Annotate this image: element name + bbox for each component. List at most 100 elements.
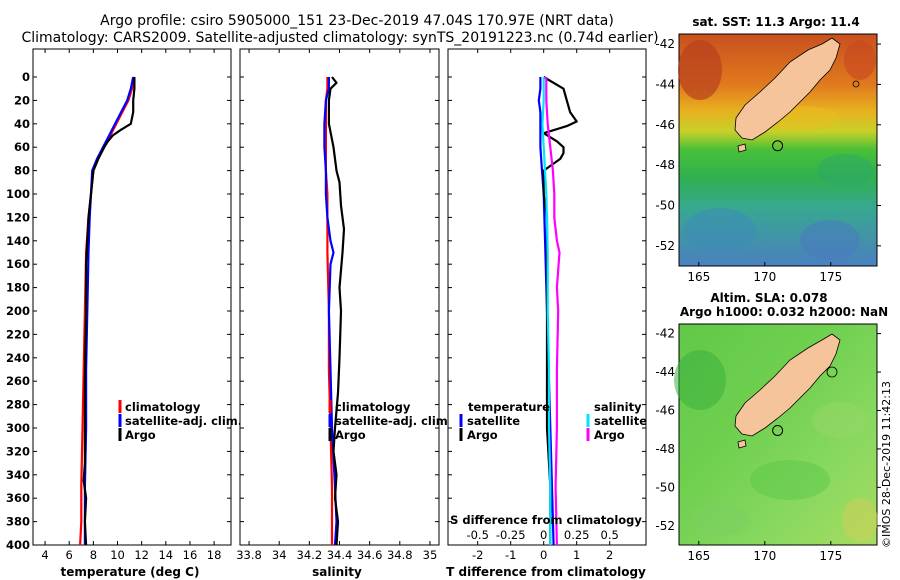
depth-tick-label: 340 [6, 468, 30, 482]
stewart-island [737, 439, 747, 449]
map-x-tick-label: 170 [753, 549, 776, 563]
map-y-tick-label: -46 [655, 403, 675, 417]
new-zealand-south-island [734, 333, 841, 437]
x-tick-label: 1 [573, 548, 580, 562]
map-y-tick-label: -42 [655, 327, 675, 341]
series-line-salinity-satellite [541, 77, 552, 545]
depth-tick-label: 80 [14, 164, 30, 178]
legend-s-argo: Argo [594, 428, 625, 442]
depth-tick-label: 200 [6, 304, 30, 318]
salinity-legend: climatology satellite-adj. clim. Argo [328, 400, 452, 442]
s-tick-label: -0.25 [496, 528, 526, 542]
chatham-rise-contour [852, 80, 860, 88]
x-tick-label: 34.4 [327, 548, 353, 562]
temperature-xlabel: temperature (deg C) [61, 565, 200, 579]
difference-x-axis: -2 -1 0 1 2 [472, 49, 613, 562]
map-y-tick-label: -52 [655, 239, 675, 253]
depth-tick-label: 180 [6, 281, 30, 295]
legend-t-satellite: satellite [467, 414, 520, 428]
temperature-series [79, 76, 136, 546]
x-tick-label: 4 [41, 548, 48, 562]
x-tick-label: 18 [207, 548, 222, 562]
x-tick-label: 35 [423, 548, 438, 562]
map-y-tick-label: -42 [655, 37, 675, 51]
x-tick-label: 6 [66, 548, 73, 562]
legend-argo: Argo [125, 428, 156, 442]
sla-map-panel: Altim. SLA: 0.078 Argo h1000: 0.032 h200… [655, 291, 888, 563]
depth-tick-label: 320 [6, 444, 30, 458]
salinity-panel: 33.8 34 34.2 34.4 34.6 34.8 35 salinity climat… [236, 48, 452, 579]
argo-location-marker [772, 140, 784, 152]
legend-t-argo: Argo [467, 428, 498, 442]
series-line-temperature-argo [542, 76, 578, 545]
map-x-tick-label: 175 [819, 270, 842, 284]
x-tick-label: 12 [134, 548, 149, 562]
x-tick-label: 34 [272, 548, 287, 562]
sla-patches [674, 350, 878, 542]
sla-map-title: Altim. SLA: 0.078 [710, 291, 827, 305]
x-tick-label: 33.8 [236, 548, 262, 562]
salinity-axes-frame [239, 48, 440, 546]
legend-satellite-adj: satellite-adj. clim. [335, 414, 452, 428]
temperature-x-axis: 4 6 8 10 12 14 16 18 [41, 49, 221, 562]
difference-y-ticks [448, 76, 646, 546]
x-tick-label: 34.2 [297, 548, 323, 562]
x-tick-label: -1 [505, 548, 516, 562]
legend-climatology: climatology [125, 400, 201, 414]
x-tick-label: 2 [606, 548, 613, 562]
legend-s-satellite: satellite [594, 414, 647, 428]
map-x-tick-label: 165 [687, 549, 710, 563]
depth-tick-label: 40 [14, 117, 30, 131]
depth-tick-label: 100 [6, 187, 30, 201]
figure-title: Argo profile: csiro 5905000_151 23-Dec-2… [100, 13, 614, 29]
legend-satellite-adj: satellite-adj. clim. [125, 414, 242, 428]
depth-tick-label: 400 [6, 538, 30, 552]
map-y-tick-label: -44 [655, 365, 675, 379]
figure-subtitle: Climatology: CARS2009. Satellite-adjuste… [21, 30, 658, 46]
x-tick-label: 10 [110, 548, 125, 562]
salinity-y-ticks [240, 76, 439, 546]
sst-map-axes: 165 170 175 -42 -44 -46 -48 -50 -52 [655, 37, 881, 284]
x-tick-label: 14 [158, 548, 173, 562]
s-tick-label: 0.25 [564, 528, 590, 542]
map-y-tick-label: -46 [655, 118, 675, 132]
eddy-contour [826, 366, 838, 378]
t-difference-xlabel: T difference from climatology [446, 565, 646, 579]
map-y-tick-label: -48 [655, 442, 675, 456]
series-line-argo [82, 77, 136, 546]
depth-tick-label: 20 [14, 93, 30, 107]
s-difference-xlabel: S difference from climatology [450, 513, 642, 527]
temperature-panel: 0 20 40 60 80 100 120 140 160 180 200 220 240 260 280 3… [6, 48, 242, 579]
series-line-salinity-argo [545, 77, 561, 546]
depth-tick-label: 240 [6, 351, 30, 365]
map-y-tick-label: -50 [655, 480, 675, 494]
depth-tick-label: 140 [6, 234, 30, 248]
depth-tick-label: 380 [6, 515, 30, 529]
legend-argo: Argo [335, 428, 366, 442]
depth-tick-label: 160 [6, 257, 30, 271]
temperature-axes-frame [32, 48, 232, 546]
sst-map-title: sat. SST: 11.3 Argo: 11.4 [692, 15, 859, 29]
difference-legend: temperature satellite Argo salinity sate… [459, 400, 647, 442]
difference-series [537, 76, 578, 546]
x-tick-label: 8 [90, 548, 97, 562]
salinity-x-axis: 33.8 34 34.2 34.4 34.6 34.8 35 [236, 49, 437, 562]
x-tick-label: 34.8 [387, 548, 413, 562]
salinity-xlabel: salinity [312, 565, 362, 579]
x-tick-label: 34.6 [357, 548, 383, 562]
stewart-island [737, 143, 747, 153]
depth-tick-label: 260 [6, 374, 30, 388]
x-tick-label: 16 [183, 548, 198, 562]
series-line-argo [327, 76, 346, 546]
depth-tick-label: 60 [14, 140, 30, 154]
depth-tick-label: 300 [6, 421, 30, 435]
new-zealand-south-island [734, 37, 841, 141]
salinity-difference-x-axis: -0.5 -0.25 0 0.25 0.5 [466, 528, 618, 542]
map-x-tick-label: 175 [819, 549, 842, 563]
sla-map-axes: 165 170 175 -42 -44 -46 -48 -50 -52 [655, 327, 881, 563]
depth-tick-label: 360 [6, 491, 30, 505]
x-tick-label: -2 [472, 548, 483, 562]
legend-title-salinity: salinity [594, 400, 642, 414]
s-tick-label: 0.5 [601, 528, 619, 542]
